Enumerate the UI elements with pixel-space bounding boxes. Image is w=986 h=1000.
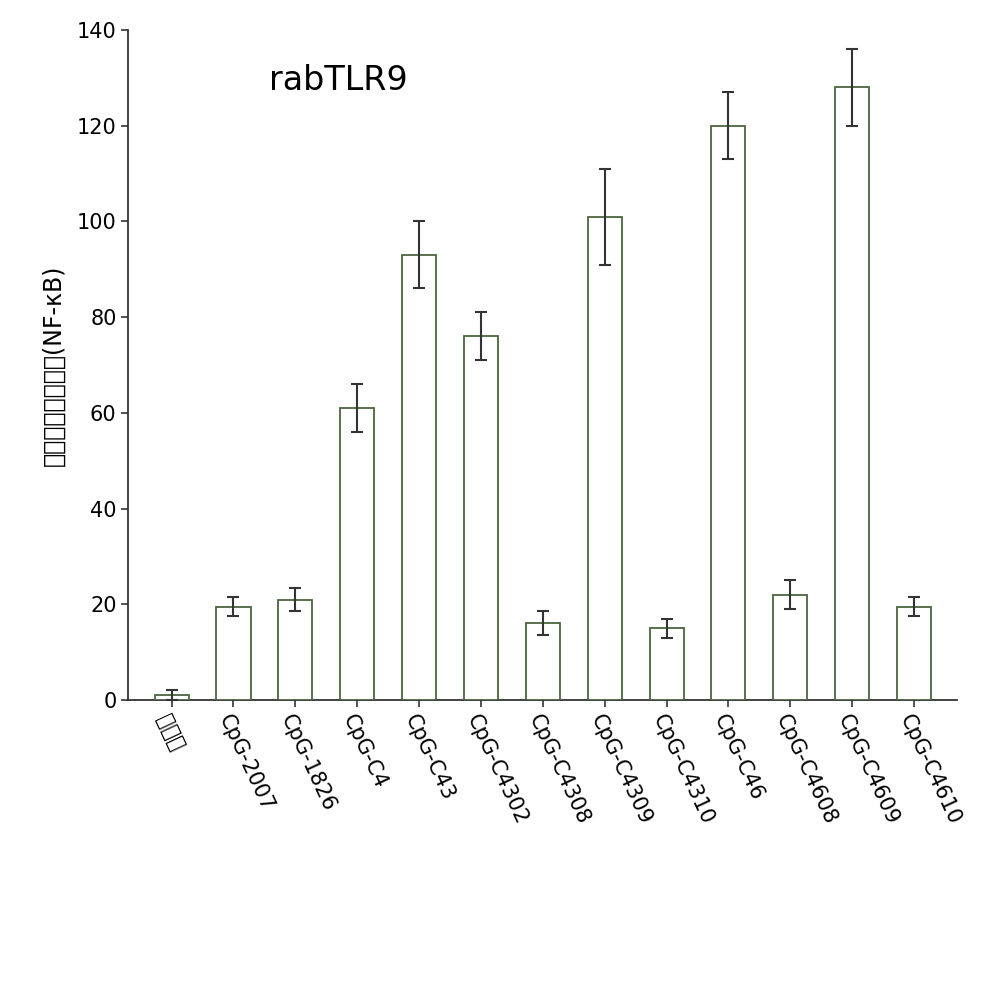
Bar	[587, 217, 621, 700]
Text: rabTLR9: rabTLR9	[269, 64, 407, 97]
Bar	[711, 126, 744, 700]
Bar	[278, 599, 312, 700]
Bar	[340, 408, 374, 700]
Bar	[216, 607, 250, 700]
Bar	[773, 595, 807, 700]
Bar	[463, 336, 498, 700]
Y-axis label: 相对荧光素酶活性(NF-κB): 相对荧光素酶活性(NF-κB)	[41, 264, 66, 466]
Bar	[649, 628, 683, 700]
Bar	[526, 623, 559, 700]
Bar	[834, 87, 869, 700]
Bar	[401, 255, 436, 700]
Bar	[155, 695, 188, 700]
Bar	[896, 607, 930, 700]
